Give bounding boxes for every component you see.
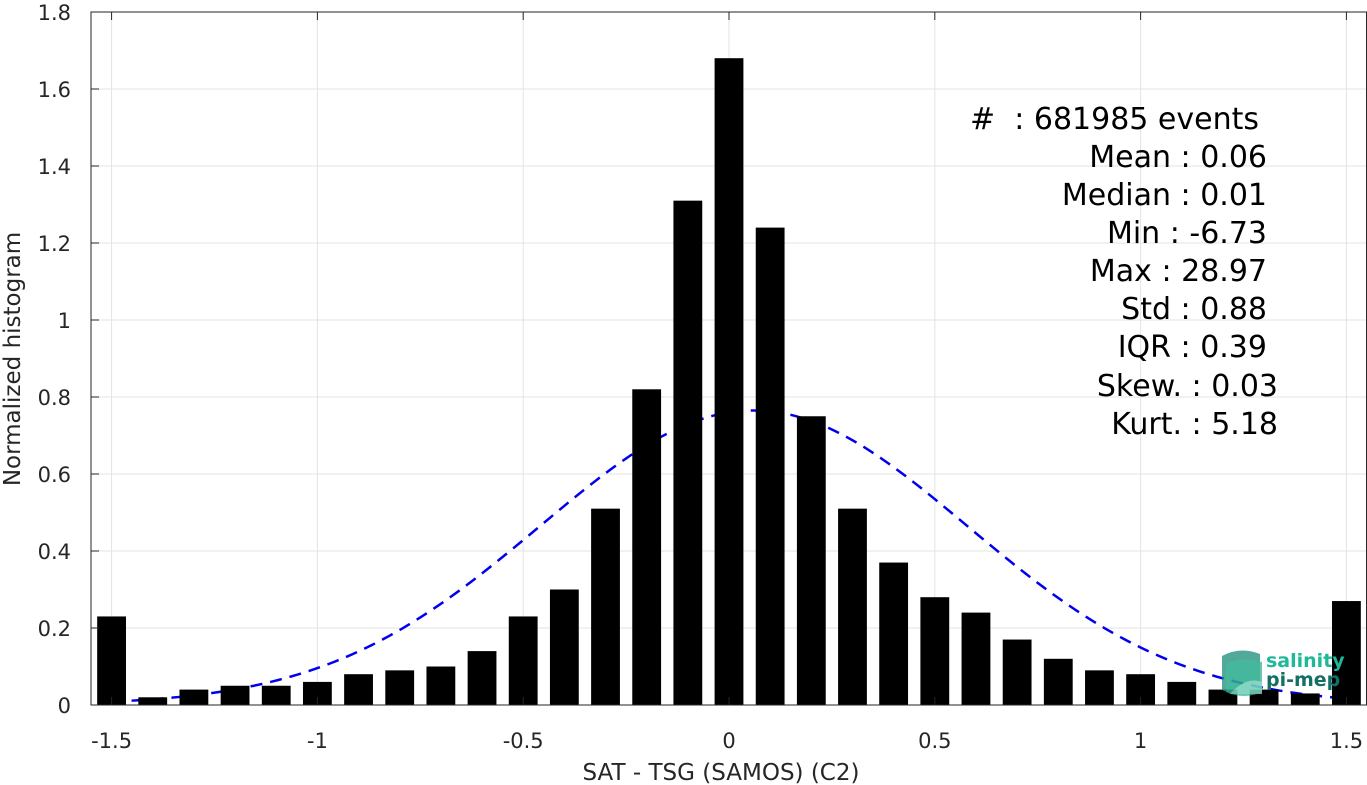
histogram-bar <box>220 685 250 705</box>
y-tick-label: 1.4 <box>38 155 71 179</box>
y-tick-label: 0 <box>58 694 71 718</box>
histogram-bar <box>302 681 332 705</box>
histogram-bar <box>1290 693 1320 705</box>
histogram-bar <box>426 666 456 705</box>
x-tick-label: -1 <box>307 729 328 753</box>
logo-salinity-text: salinity <box>1266 650 1345 672</box>
stat-max: Max : 28.97 <box>1090 254 1267 289</box>
y-tick-label: 0.8 <box>38 386 71 410</box>
stat-mean: Mean : 0.06 <box>1089 140 1267 175</box>
stat-count: # : 681985 events <box>970 102 1259 137</box>
histogram-bar <box>549 589 579 705</box>
stat-min: Min : -6.73 <box>1107 216 1267 251</box>
x-tick-label: 0.5 <box>918 729 951 753</box>
x-tick-label: 0 <box>722 729 735 753</box>
histogram-bar <box>796 416 826 705</box>
y-tick-label: 0.6 <box>38 463 71 487</box>
histogram-bar <box>632 389 662 705</box>
histogram-bar <box>261 685 291 705</box>
histogram-bar <box>179 689 209 705</box>
y-tick-label: 1.2 <box>38 232 71 256</box>
histogram-bar <box>1085 670 1114 705</box>
y-axis-label: Normalized histogram <box>0 232 26 486</box>
histogram-bar <box>97 616 126 705</box>
y-tick-label: 1.8 <box>38 1 71 25</box>
y-tick-label: 1 <box>58 309 71 333</box>
y-tick-labels: 0 0.2 0.4 0.6 0.8 1 1.2 1.4 1.6 1.8 <box>38 1 71 718</box>
x-tick-labels: -1.5 -1 -0.5 0 0.5 1 1.5 <box>91 729 1363 753</box>
x-tick-label: -0.5 <box>503 729 544 753</box>
histogram-bar <box>508 616 538 705</box>
x-tick-label: -1.5 <box>91 729 132 753</box>
histogram-bar <box>1167 681 1197 705</box>
histogram-bars <box>97 58 1361 705</box>
x-tick-label: 1.5 <box>1330 729 1363 753</box>
axis-ticks <box>91 11 1347 706</box>
histogram-bar <box>591 508 620 705</box>
histogram-bar <box>1332 601 1361 705</box>
x-axis-label: SAT - TSG (SAMOS) (C2) <box>583 760 860 785</box>
stat-kurt: Kurt. : 5.18 <box>1111 407 1278 442</box>
y-tick-label: 1.6 <box>38 78 71 102</box>
histogram-bar <box>1002 639 1032 705</box>
gaussian-fit-layer <box>111 409 1347 703</box>
logo-pi-mep-text: pi-mep <box>1266 669 1340 691</box>
stats-box: # : 681985 events Mean : 0.06 Median : 0… <box>970 102 1278 442</box>
x-tick-label: 1 <box>1134 729 1147 753</box>
gaussian-fit-curve <box>111 409 1347 703</box>
histogram-bar <box>467 651 497 705</box>
y-tick-label: 0.2 <box>38 617 71 641</box>
stat-iqr: IQR : 0.39 <box>1118 330 1267 365</box>
histogram-bar <box>1043 658 1073 705</box>
y-tick-label: 0.4 <box>38 540 71 564</box>
wave-logo-icon <box>1222 650 1262 696</box>
histogram-bar <box>755 227 785 705</box>
stat-std: Std : 0.88 <box>1121 292 1267 327</box>
histogram-bar <box>344 674 373 705</box>
histogram-bar <box>838 508 867 705</box>
salinity-pi-mep-logo: salinity pi-mep <box>1222 650 1345 696</box>
histogram-bar <box>879 562 909 705</box>
stat-skew: Skew. : 0.03 <box>1097 369 1278 404</box>
stat-median: Median : 0.01 <box>1062 178 1267 213</box>
histogram-bar <box>138 697 168 705</box>
histogram-bar <box>673 200 703 705</box>
histogram-bar <box>961 612 991 705</box>
histogram-bar <box>920 597 950 705</box>
histogram-bar <box>714 58 744 705</box>
histogram-bar <box>385 670 415 705</box>
